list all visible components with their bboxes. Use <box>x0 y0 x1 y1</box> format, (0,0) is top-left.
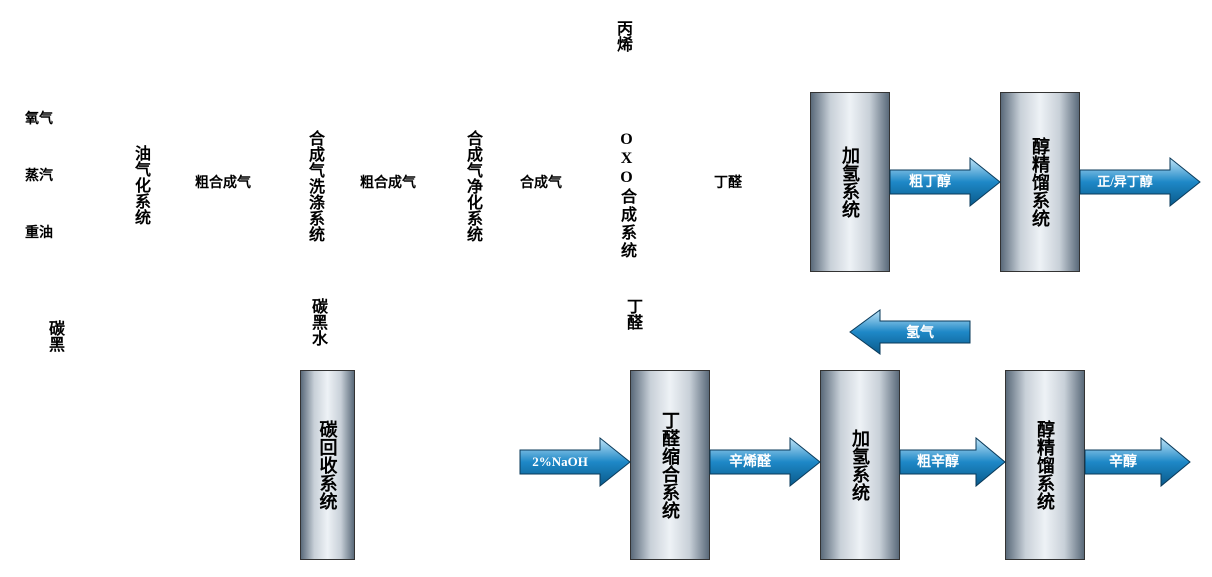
text-label: 合成气 <box>520 176 562 191</box>
node-hydro2: 加氢系统 <box>820 370 900 560</box>
node-label: 醇精馏系统 <box>1032 420 1058 510</box>
arrow-distill2-out: 辛醇 <box>1085 438 1190 486</box>
text-label: 丙烯 <box>614 20 631 52</box>
node-carbon-recovery: 碳回收系统 <box>300 370 355 560</box>
node-washing: 合成气洗涤系统 <box>302 98 326 273</box>
arrow-text: 氢气 <box>906 324 934 341</box>
label-steam: 蒸汽 <box>25 165 53 185</box>
arrow-hydro1-distill1: 粗丁醇 <box>890 158 1000 206</box>
arrow-text: 辛烯醛 <box>729 453 772 470</box>
label-carbon-black: 碳黑 <box>42 320 66 352</box>
text-label: 碳黑 <box>46 320 63 352</box>
label-heavy-oil: 重油 <box>25 222 53 242</box>
node-label: 加氢系统 <box>847 429 873 501</box>
arrow-naoh-in: 2%NaOH <box>520 438 630 486</box>
node-purification: 合成气净化系统 <box>460 98 484 273</box>
node-label: 醇精馏系统 <box>1027 137 1053 227</box>
text-label: 蒸汽 <box>25 169 53 184</box>
label-raw-syngas2: 粗合成气 <box>360 172 416 192</box>
arrow-text: 辛醇 <box>1109 453 1137 470</box>
text-label: 粗合成气 <box>360 176 416 191</box>
text-label: 氧气 <box>25 112 53 127</box>
node-label: OXO合成系统 <box>618 131 635 260</box>
arrow-text: 正/异丁醇 <box>1097 174 1153 189</box>
label-oxygen: 氧气 <box>25 108 53 128</box>
arrow-distill1-out: 正/异丁醇 <box>1080 158 1200 206</box>
node-label: 碳回收系统 <box>315 420 341 510</box>
node-label: 油气化系统 <box>132 145 149 225</box>
label-butanal1: 丁醛 <box>714 172 742 192</box>
text-label: 丁醛 <box>714 176 742 191</box>
node-gasification: 油气化系统 <box>128 115 152 255</box>
text-label: 碳黑水 <box>309 298 326 346</box>
node-label: 丁醛缩合系统 <box>657 411 683 519</box>
node-distill2: 醇精馏系统 <box>1005 370 1085 560</box>
text-label: 重油 <box>25 226 53 241</box>
node-label: 合成气净化系统 <box>464 130 481 242</box>
label-propylene: 丙烯 <box>610 20 634 52</box>
arrow-condense-hydro2: 辛烯醛 <box>710 438 820 486</box>
text-label: 丁醛 <box>624 298 641 330</box>
text-label: 粗合成气 <box>195 176 251 191</box>
label-carbon-water: 碳黑水 <box>305 298 329 346</box>
node-label: 加氢系统 <box>837 146 863 218</box>
arrow-hydro2-distill2: 粗辛醇 <box>900 438 1005 486</box>
arrow-text: 2%NaOH <box>532 454 588 469</box>
node-distill1: 醇精馏系统 <box>1000 92 1080 272</box>
label-raw-syngas1: 粗合成气 <box>195 172 251 192</box>
node-label: 合成气洗涤系统 <box>306 130 323 242</box>
node-oxo: OXO合成系统 <box>614 108 638 283</box>
arrow-hydrogen-back: 氢气 <box>850 310 970 354</box>
label-syngas: 合成气 <box>520 172 562 192</box>
node-condense: 丁醛缩合系统 <box>630 370 710 560</box>
node-hydro1: 加氢系统 <box>810 92 890 272</box>
arrow-text: 粗丁醇 <box>909 173 951 190</box>
arrow-text: 粗辛醇 <box>917 453 959 470</box>
label-butanal2: 丁醛 <box>620 298 644 330</box>
